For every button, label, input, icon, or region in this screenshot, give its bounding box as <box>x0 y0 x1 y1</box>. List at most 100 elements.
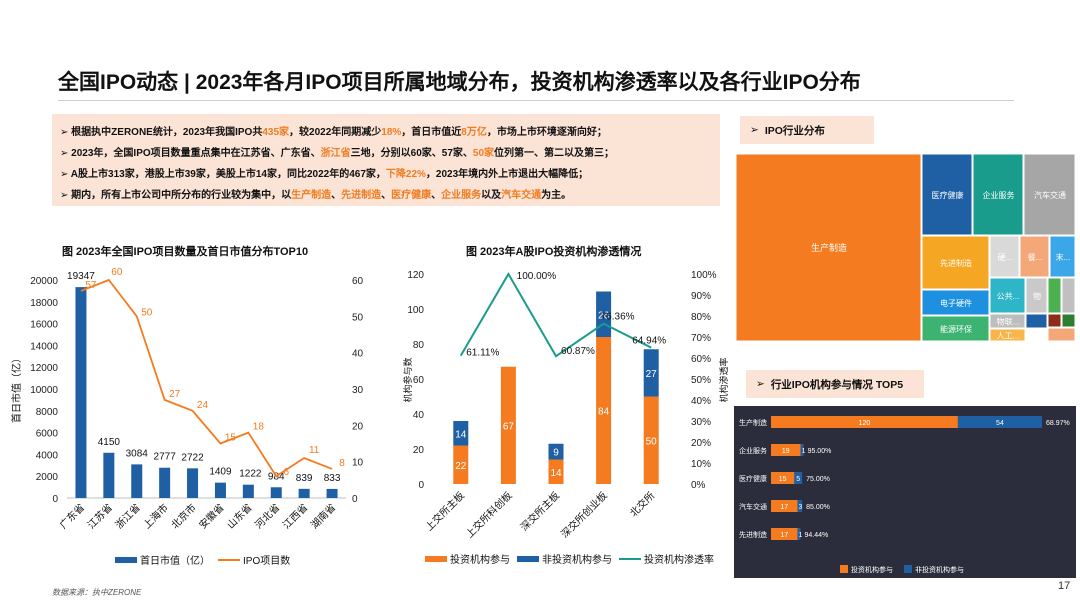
bar-value-label: 84 <box>598 407 610 418</box>
rate-label: 68.97% <box>1046 420 1070 427</box>
summary-text: 以及 <box>481 190 502 201</box>
y2-tick-label: 40% <box>691 396 711 407</box>
y-tick-label: 2000 <box>36 472 59 483</box>
rate-label: 95.00% <box>808 448 832 455</box>
y-axis-label: 机构参与数 <box>402 357 413 402</box>
treemap-cell-small <box>1061 277 1076 314</box>
bar <box>242 484 254 498</box>
summary-text: 期内，所有上市公司中所分布的行业较为集中，以 <box>71 190 292 201</box>
top5-industry-chart: 生产制造 120 54 68.97%企业服务 19 1 95.00%医疗健康 15 5 75.00… <box>734 406 1076 578</box>
treemap-label: 硬... <box>998 253 1013 262</box>
summary-text: 、 <box>331 190 342 201</box>
line-value-label: 60 <box>111 267 123 278</box>
y2-tick-label: 20 <box>352 421 364 432</box>
bar-value-label: 3084 <box>126 448 149 459</box>
line-value-label: 18 <box>253 422 265 433</box>
line-value-label: 100.00% <box>517 271 557 282</box>
legend-label: 投资机构参与 <box>450 553 510 566</box>
y2-tick-label: 20% <box>691 438 711 449</box>
x-tick-label: 河北省 <box>252 501 282 531</box>
bar-invested <box>453 445 469 484</box>
y2-tick-label: 30 <box>352 385 364 396</box>
bar-value-label: 19 <box>782 448 790 455</box>
y-tick-label: 20 <box>413 445 425 456</box>
legend-swatch-bar <box>115 557 137 563</box>
legend-swatch <box>904 565 912 573</box>
treemap-cell <box>1025 277 1048 314</box>
y2-tick-label: 50 <box>352 312 364 323</box>
dark-panel-bg <box>734 406 1076 578</box>
row-label: 医疗健康 <box>739 474 767 483</box>
bar-value-label: 17 <box>780 504 788 511</box>
bar-value-label: 14 <box>550 468 562 479</box>
x-tick-label: 山东省 <box>224 501 254 531</box>
treemap-label: 医疗健康 <box>932 190 964 200</box>
y2-tick-label: 30% <box>691 417 711 428</box>
y2-tick-label: 10% <box>691 459 711 470</box>
bar <box>75 287 87 498</box>
industry-distribution-tag-label: IPO行业分布 <box>764 124 825 137</box>
treemap-label: 生产制造 <box>811 242 847 253</box>
bar-invested <box>500 366 516 484</box>
x-tick-label: 湖南省 <box>308 501 338 531</box>
bar-value-label: 27 <box>646 369 658 380</box>
bar <box>298 488 310 498</box>
bar-invested <box>548 459 564 484</box>
bar-value-label: 1409 <box>209 467 232 478</box>
treemap-cell <box>921 315 990 342</box>
ipo-count-line <box>80 278 333 478</box>
y2-tick-label: 70% <box>691 333 711 344</box>
y-tick-label: 14000 <box>30 341 58 352</box>
top5-participation-tag-label: 行业IPO机构参与情况 TOP5 <box>770 378 904 391</box>
summary-text: ，2023年境内外上市退出大幅降低； <box>425 169 589 180</box>
arrow-bullet-icon: ➢ <box>60 190 72 201</box>
y-tick-label: 10000 <box>30 385 58 396</box>
treemap-label: 物 <box>1033 291 1041 301</box>
treemap-cell <box>989 277 1026 314</box>
summary-line-1: ➢ 根据执中ZERONE统计，2023年我国IPO共435家，较2022年同期减… <box>60 123 607 138</box>
highlight-text: 汽车交通 <box>501 190 542 201</box>
rate-label: 85.00% <box>806 504 830 511</box>
treemap-label: 餐... <box>1028 253 1043 262</box>
line-value-label: 76.36% <box>601 312 635 323</box>
y2-tick-label: 80% <box>691 312 711 323</box>
y2-tick-label: 10 <box>352 458 364 469</box>
y-tick-label: 0 <box>52 494 58 505</box>
bar <box>326 488 338 498</box>
y2-tick-label: 60% <box>691 354 711 365</box>
bar-invested <box>771 500 798 512</box>
a-share-chart-title: 图 2023年A股IPO投资机构渗透情况 <box>466 246 642 258</box>
treemap-cell <box>989 235 1020 278</box>
arrow-bullet-icon: ➢ <box>60 148 72 159</box>
y-tick-label: 8000 <box>36 407 59 418</box>
y-tick-label: 60 <box>413 375 425 386</box>
bar-non-invested <box>794 472 803 484</box>
line-value-label: 24 <box>197 400 209 411</box>
y2-tick-label: 90% <box>691 291 711 302</box>
bar-invested <box>771 472 795 484</box>
y-tick-label: 16000 <box>30 320 58 331</box>
bar-non-invested <box>643 349 659 397</box>
bar-invested <box>771 528 798 540</box>
summary-text: 2023年，全国IPO项目数量重点集中在江苏省、广东省、 <box>71 148 321 159</box>
page-number: 17 <box>1058 580 1071 592</box>
y-tick-label: 0 <box>418 480 424 491</box>
highlight-text: 435家 <box>262 127 290 138</box>
line-value-label: 61.11% <box>466 348 499 359</box>
line-value-label: 8 <box>339 458 345 469</box>
line-value-label: 27 <box>169 389 181 400</box>
treemap-cell <box>921 289 990 316</box>
bar-value-label: 19347 <box>67 271 95 282</box>
summary-text: ，市场上市环境逐渐向好； <box>486 127 607 138</box>
bar <box>103 452 115 498</box>
legend-label: 首日市值（亿） <box>140 554 210 567</box>
line-value-label: 57 <box>85 280 97 291</box>
highlight-text: 医疗健康 <box>391 190 432 201</box>
treemap-cell <box>921 235 990 290</box>
treemap-cell <box>1019 235 1050 278</box>
x-tick-label: 上交所科创板 <box>463 489 515 541</box>
y2-tick-label: 50% <box>691 375 711 386</box>
y2-tick-label: 40 <box>352 349 364 360</box>
bar-value-label: 4150 <box>98 437 121 448</box>
